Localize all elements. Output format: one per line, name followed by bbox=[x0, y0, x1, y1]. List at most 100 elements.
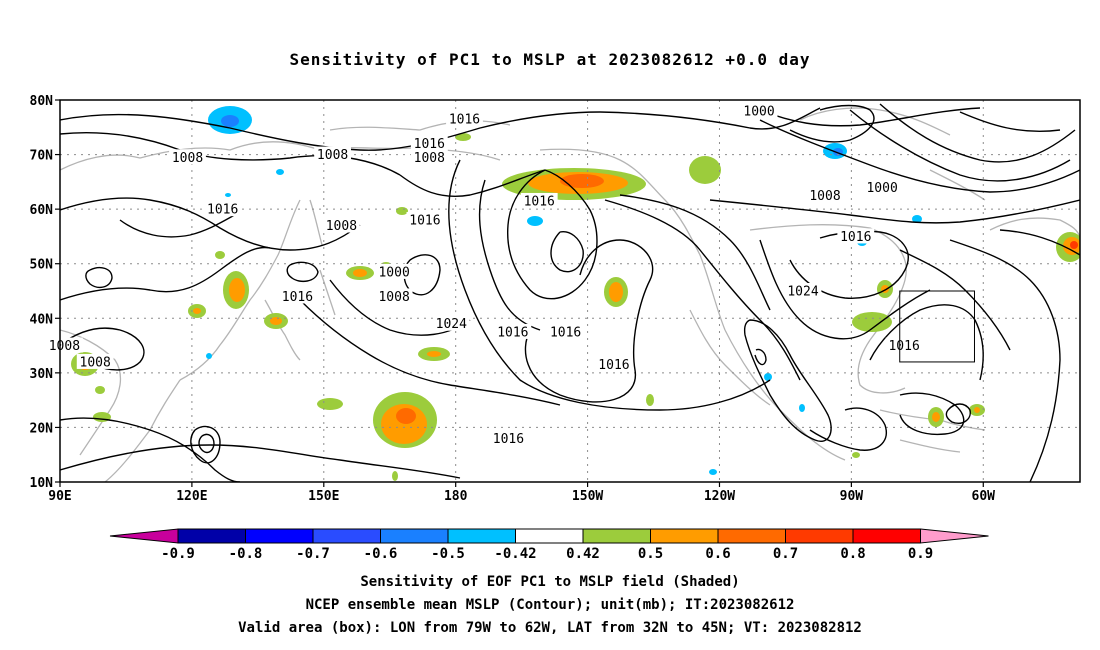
contour-label: 1024 bbox=[787, 285, 818, 300]
contour-label-bg bbox=[322, 217, 360, 233]
lat-label: 20N bbox=[30, 421, 54, 436]
contour-label-bg bbox=[76, 353, 114, 369]
contour-label: 1008 bbox=[809, 189, 840, 204]
lon-label: 180 bbox=[444, 489, 468, 504]
contour-label-bg bbox=[885, 337, 923, 353]
contour-label: 1008 bbox=[80, 355, 111, 370]
colorbar-segment bbox=[447, 528, 516, 544]
contour-label: 1016 bbox=[888, 339, 919, 354]
contour-label-bg bbox=[740, 102, 778, 118]
contour-label: 1016 bbox=[550, 325, 581, 340]
contour-label: 1024 bbox=[436, 317, 467, 332]
colorbar-label: 0.9 bbox=[908, 546, 933, 562]
caption-shading: Sensitivity of EOF PC1 to MSLP field (Sh… bbox=[360, 574, 740, 590]
colorbar: -0.9 -0.8 -0.7 -0.6 -0.5 -0.42 0.42 0.5 0.6 0.7 0.… bbox=[109, 528, 989, 562]
contour-label-bg bbox=[406, 212, 444, 228]
colorbar-segment bbox=[852, 528, 921, 544]
contour-label: 1016 bbox=[414, 137, 445, 152]
contour-label: 1008 bbox=[326, 219, 357, 234]
contour-label-bg bbox=[169, 149, 206, 165]
contour-label: 1008 bbox=[172, 151, 203, 166]
contour-label-bg bbox=[410, 149, 448, 165]
contour-label: 1016 bbox=[524, 194, 555, 209]
lat-label: 40N bbox=[30, 312, 54, 327]
colorbar-segment bbox=[177, 528, 246, 544]
colorbar-segment bbox=[717, 528, 786, 544]
colorbar-segment bbox=[245, 528, 314, 544]
colorbar-label: -0.6 bbox=[364, 546, 398, 562]
map-title: Sensitivity of PC1 to MSLP at 2023082612… bbox=[289, 50, 811, 69]
colorbar-label: -0.42 bbox=[494, 546, 536, 562]
contour-label-bg bbox=[806, 187, 844, 203]
contour-label: 1016 bbox=[409, 214, 440, 229]
colorbar-label: -0.9 bbox=[161, 546, 195, 562]
mslp-contours bbox=[60, 103, 1080, 482]
lon-label: 60W bbox=[972, 489, 996, 504]
contour-label-bg bbox=[837, 228, 875, 244]
contour-label-bg bbox=[432, 315, 470, 331]
contour-label: 1016 bbox=[840, 230, 871, 245]
contour-label: 1000 bbox=[866, 181, 897, 196]
colorbar-label: 0.6 bbox=[705, 546, 730, 562]
valid-area-box bbox=[899, 290, 975, 363]
contour-label-bg bbox=[410, 135, 448, 151]
contour-label: 1000 bbox=[378, 265, 409, 280]
contour-label: 1000 bbox=[743, 104, 774, 119]
contour-label-bg bbox=[279, 288, 316, 304]
contour-label-bg bbox=[490, 430, 527, 446]
contour-label: 1008 bbox=[378, 290, 409, 305]
lat-label: 60N bbox=[30, 203, 54, 218]
contour-label: 1008 bbox=[317, 148, 348, 163]
contour-label: 1016 bbox=[598, 358, 629, 373]
colorbar-label: 0.8 bbox=[840, 546, 865, 562]
lat-label: 50N bbox=[30, 258, 54, 273]
contour-label: 1016 bbox=[207, 203, 238, 218]
contour-label-bg bbox=[520, 192, 558, 208]
contour-label-bg bbox=[595, 356, 633, 372]
contour-label-bg bbox=[204, 201, 242, 217]
contour-label-bg bbox=[784, 283, 822, 298]
contour-label: 1016 bbox=[449, 113, 480, 128]
colorbar-label: -0.7 bbox=[296, 546, 330, 562]
colorbar-label: 0.42 bbox=[566, 546, 600, 562]
contour-label-bg bbox=[863, 179, 901, 195]
lat-label: 30N bbox=[30, 367, 54, 382]
contour-label: 1008 bbox=[49, 339, 80, 354]
contour-label: 1008 bbox=[414, 151, 445, 166]
lon-label: 150E bbox=[308, 489, 339, 504]
lat-label: 70N bbox=[30, 149, 54, 164]
contour-label-bg bbox=[547, 323, 585, 339]
colorbar-label: 0.7 bbox=[773, 546, 798, 562]
contour-label: 1016 bbox=[282, 290, 313, 305]
lon-label: 120E bbox=[176, 489, 207, 504]
map-frame bbox=[59, 99, 1081, 483]
colorbar-label: -0.5 bbox=[431, 546, 465, 562]
valid-area-box-layer bbox=[899, 290, 975, 363]
contour-label-bg bbox=[494, 323, 532, 339]
colorbar-segment bbox=[312, 528, 381, 544]
colorbar-label: 0.5 bbox=[638, 546, 663, 562]
lon-label: 120W bbox=[704, 489, 735, 504]
colorbar-label: -0.8 bbox=[229, 546, 263, 562]
lon-label: 150W bbox=[572, 489, 603, 504]
contour-label-bg bbox=[45, 337, 83, 353]
lon-label: 90W bbox=[840, 489, 864, 504]
colorbar-segment bbox=[650, 528, 719, 544]
colorbar-segment bbox=[785, 528, 854, 544]
colorbar-segment bbox=[515, 528, 584, 544]
colorbar-segment bbox=[582, 528, 651, 544]
lat-label: 80N bbox=[30, 94, 54, 109]
coastlines bbox=[60, 107, 1080, 482]
caption-contours: NCEP ensemble mean MSLP (Contour); unit(… bbox=[305, 597, 795, 613]
lon-label: 90E bbox=[48, 489, 71, 504]
contour-label-bg bbox=[446, 111, 483, 127]
contour-label-bg bbox=[375, 288, 413, 304]
contour-label-bg bbox=[314, 146, 351, 162]
colorbar-arrow-high bbox=[920, 528, 989, 544]
contour-label-bg bbox=[375, 263, 413, 279]
sensitivity-shading bbox=[71, 106, 1080, 481]
lat-label: 10N bbox=[30, 476, 54, 491]
